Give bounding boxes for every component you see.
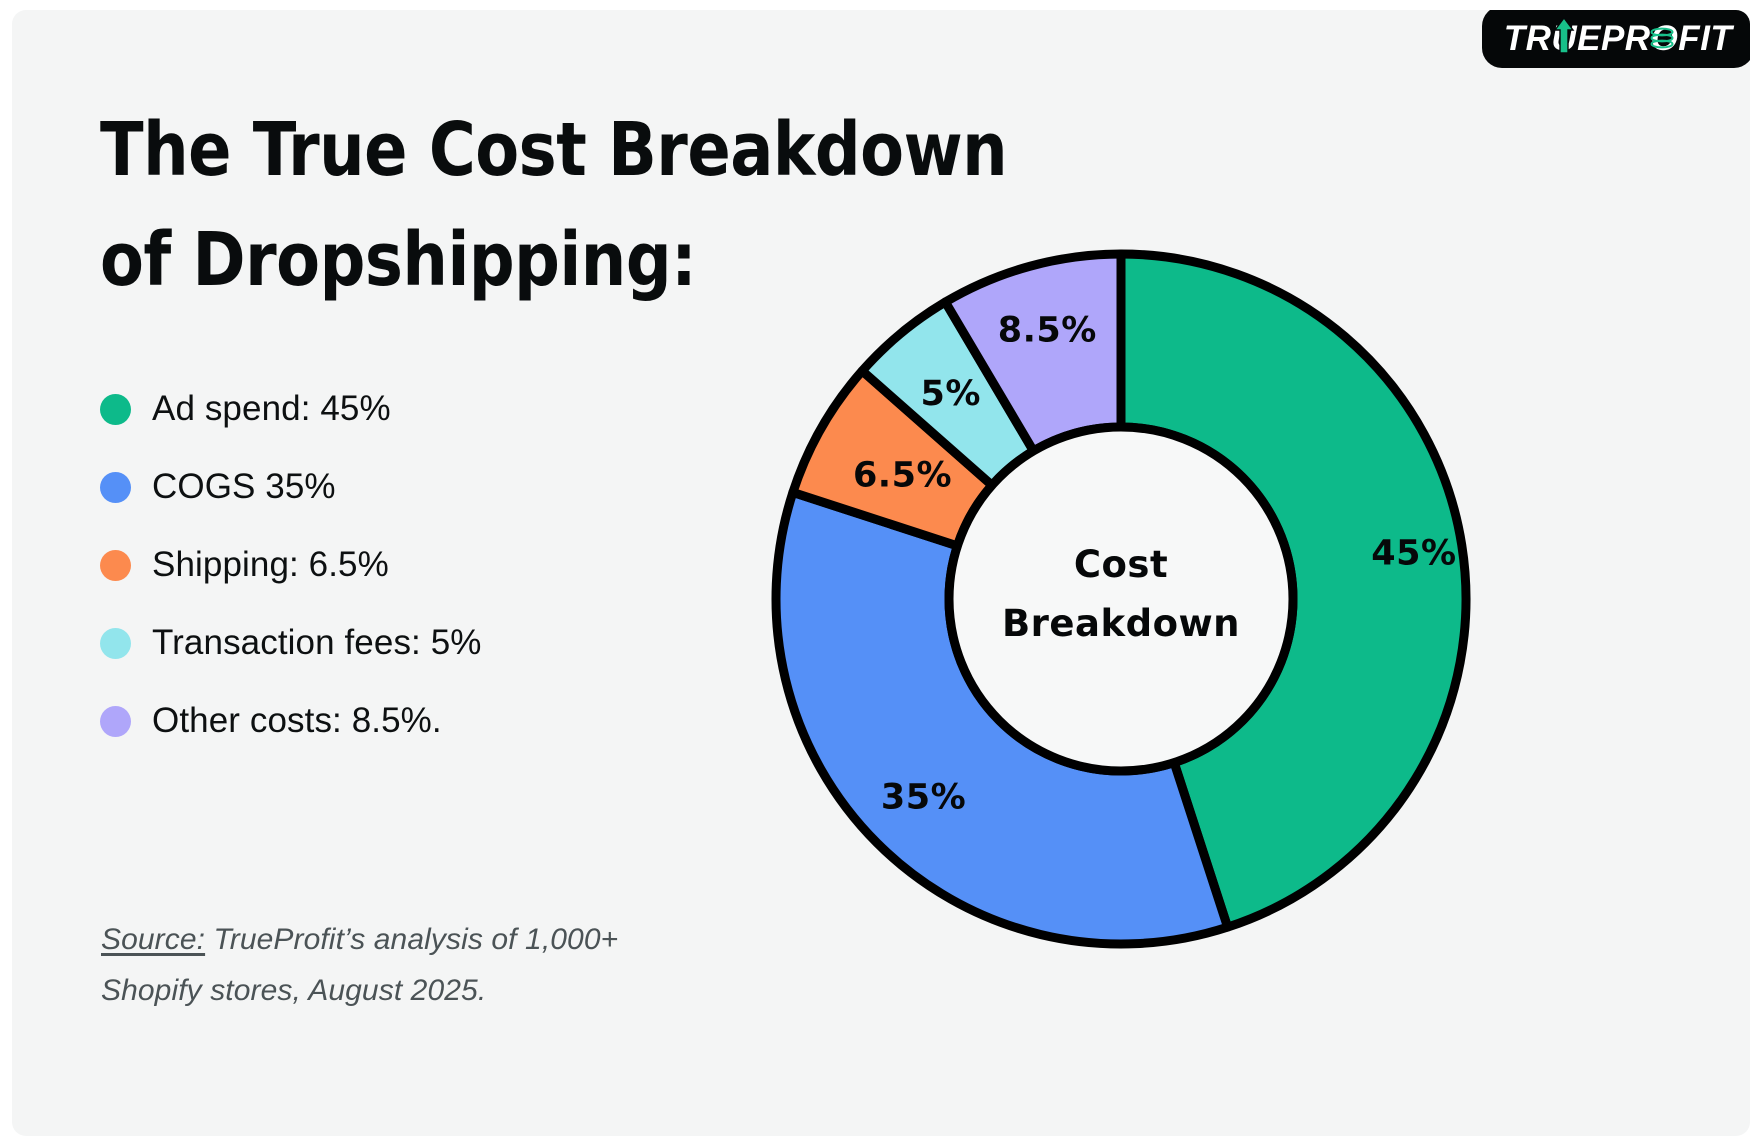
legend-swatch-icon bbox=[100, 705, 131, 737]
legend-item-transaction-fees: Transaction fees: 5% bbox=[100, 604, 740, 682]
source-line-2: Shopify stores, August 2025. bbox=[101, 974, 487, 1007]
legend-item-label: Shipping: 6.5% bbox=[152, 545, 389, 584]
trueprofit-logo: TRUEPROFIT bbox=[1482, 10, 1750, 68]
page-title-line-2: of Dropshipping: bbox=[100, 216, 697, 303]
source-line-1: TrueProfit’s analysis of 1,000+ bbox=[205, 923, 619, 956]
donut-chart: Cost Breakdown 45% 35% 6.5% 5% 8.5% bbox=[756, 234, 1486, 964]
donut-slice-label-shipping: 6.5% bbox=[853, 455, 952, 495]
legend-swatch-icon bbox=[100, 471, 131, 503]
logo-wordmark: TRUEPROFIT bbox=[1504, 16, 1735, 58]
legend-item-label: COGS 35% bbox=[152, 467, 336, 506]
legend-item-label: Transaction fees: 5% bbox=[152, 623, 482, 662]
legend-item-ad-spend: Ad spend: 45% bbox=[100, 370, 740, 448]
donut-slice-label-other-costs: 8.5% bbox=[998, 311, 1097, 351]
legend-item-cogs: COGS 35% bbox=[100, 448, 740, 526]
page-title-line-1: The True Cost Breakdown bbox=[100, 107, 1008, 193]
logo-coin-stack-icon bbox=[1650, 27, 1674, 49]
donut-slices bbox=[771, 249, 1471, 949]
donut-center-line-2: Breakdown bbox=[1002, 602, 1240, 645]
donut-chart-svg: Cost Breakdown 45% 35% 6.5% 5% 8.5% bbox=[771, 249, 1471, 949]
donut-slice-label-transaction-fees: 5% bbox=[920, 374, 980, 414]
donut-center-line-1: Cost bbox=[1074, 543, 1168, 586]
logo-arrow-icon bbox=[1553, 16, 1575, 54]
donut-slice-label-cogs: 35% bbox=[881, 778, 966, 818]
donut-slice-labels: 45% 35% 6.5% 5% 8.5% bbox=[853, 311, 1456, 818]
source-label: Source: bbox=[101, 923, 206, 956]
legend-swatch-icon bbox=[100, 393, 131, 425]
chart-legend: Ad spend: 45% COGS 35% Shipping: 6.5% Tr… bbox=[100, 370, 740, 760]
legend-item-label: Ad spend: 45% bbox=[152, 389, 391, 428]
legend-swatch-icon bbox=[100, 549, 131, 581]
legend-swatch-icon bbox=[100, 627, 131, 659]
legend-item-other-costs: Other costs: 8.5%. bbox=[100, 682, 740, 760]
infographic-card: TRUEPROFIT The True Cost Breakdown of bbox=[12, 10, 1750, 1136]
legend-item-label: Other costs: 8.5%. bbox=[152, 701, 442, 740]
donut-center-hole bbox=[944, 422, 1298, 776]
donut-slice-label-ad-spend: 45% bbox=[1371, 534, 1456, 574]
logo-text: TRUEPROFIT bbox=[1504, 19, 1735, 58]
source-note: Source: TrueProfit’s analysis of 1,000+ … bbox=[101, 914, 741, 1016]
page-title: The True Cost Breakdown of Dropshipping: bbox=[100, 96, 1070, 315]
legend-item-shipping: Shipping: 6.5% bbox=[100, 526, 740, 604]
